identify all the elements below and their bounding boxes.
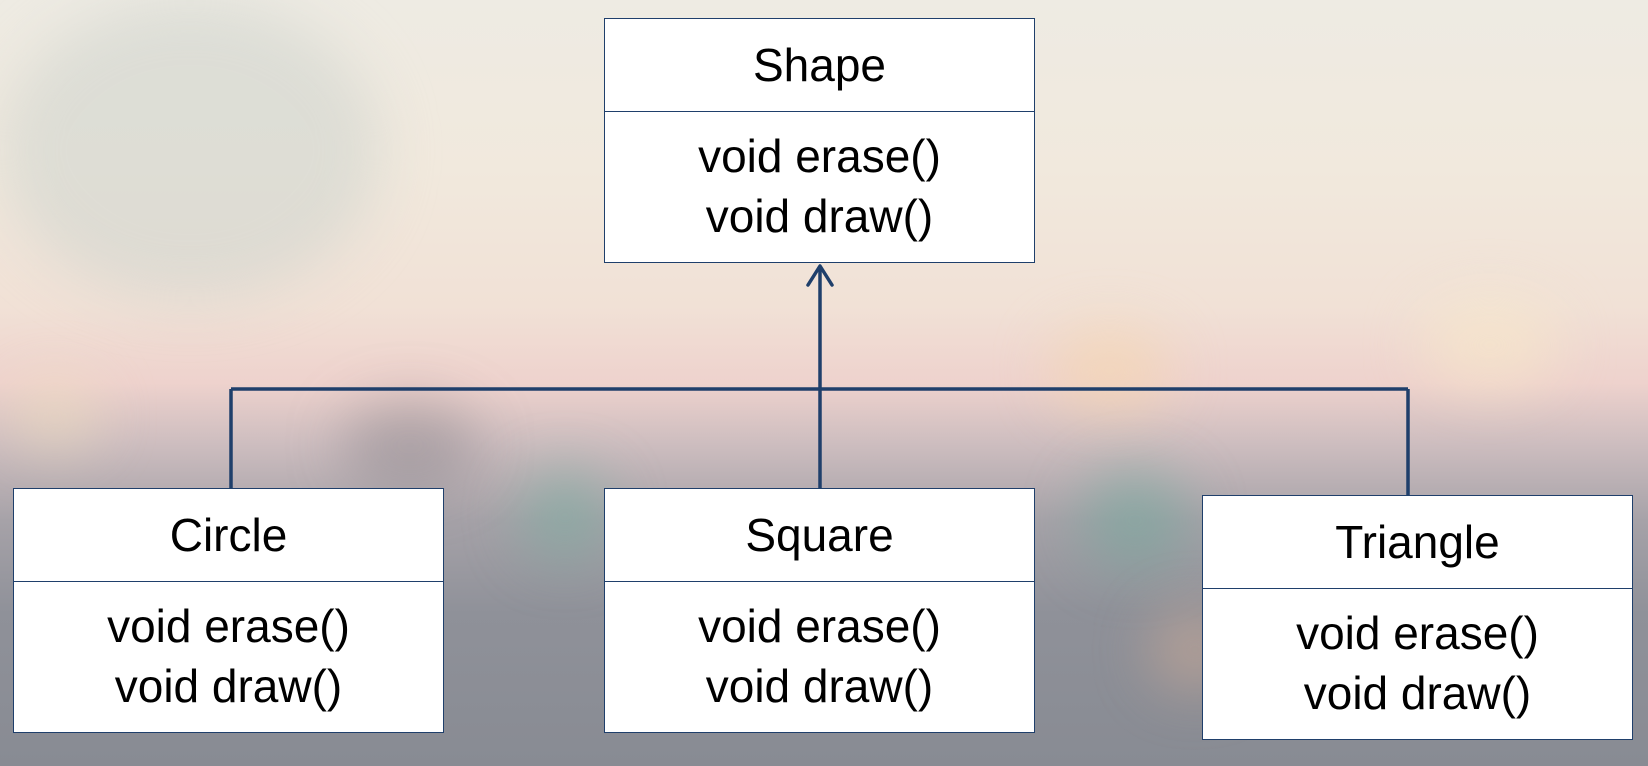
method-draw: void draw() <box>14 656 443 716</box>
class-box-triangle[interactable]: Triangle void erase() void draw() <box>1202 495 1633 740</box>
class-name: Triangle <box>1203 496 1632 589</box>
class-methods: void erase() void draw() <box>14 582 443 716</box>
method-erase: void erase() <box>605 596 1034 656</box>
class-name: Shape <box>605 19 1034 112</box>
class-methods: void erase() void draw() <box>605 582 1034 716</box>
method-erase: void erase() <box>14 596 443 656</box>
class-box-square[interactable]: Square void erase() void draw() <box>604 488 1035 733</box>
method-draw: void draw() <box>605 186 1034 246</box>
class-methods: void erase() void draw() <box>1203 589 1632 723</box>
method-erase: void erase() <box>1203 603 1632 663</box>
class-box-circle[interactable]: Circle void erase() void draw() <box>13 488 444 733</box>
method-erase: void erase() <box>605 126 1034 186</box>
method-draw: void draw() <box>1203 663 1632 723</box>
class-name: Circle <box>14 489 443 582</box>
class-name: Square <box>605 489 1034 582</box>
method-draw: void draw() <box>605 656 1034 716</box>
class-methods: void erase() void draw() <box>605 112 1034 246</box>
class-box-shape[interactable]: Shape void erase() void draw() <box>604 18 1035 263</box>
